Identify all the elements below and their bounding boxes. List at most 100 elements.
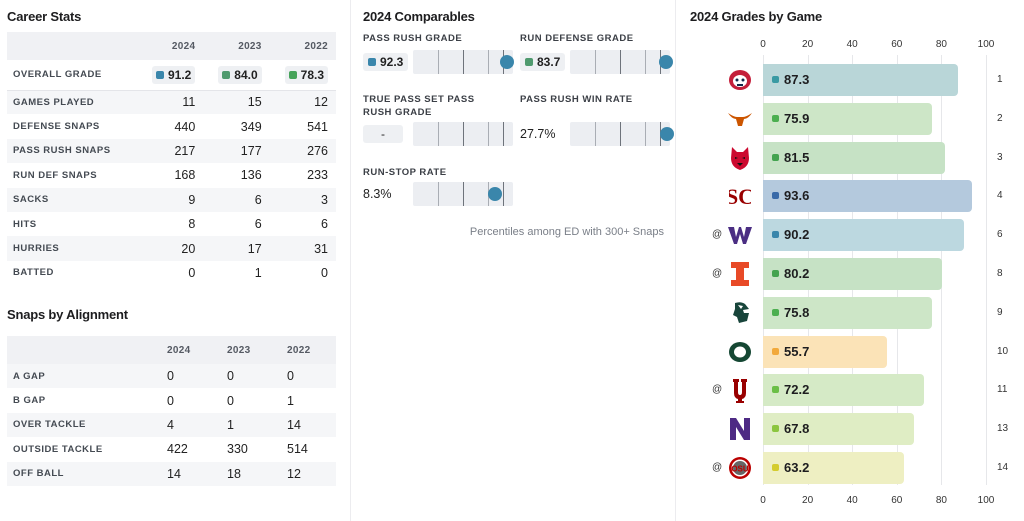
row-label: PASS RUSH SNAPS xyxy=(7,138,137,164)
cell-value: 177 xyxy=(203,138,270,164)
table-row: GAMES PLAYED 11 15 12 xyxy=(7,90,336,115)
grade-color-swatch xyxy=(772,192,779,200)
game-row: 81.5 3 xyxy=(677,140,1024,176)
metric-value: 27.7% xyxy=(520,122,555,146)
table-row: OFF BALL 14 18 12 xyxy=(7,461,336,486)
grade-value: 80.2 xyxy=(784,266,810,281)
percentile-tick xyxy=(488,50,489,74)
cell-value: 14 xyxy=(167,461,227,486)
grade-bar: 93.6 xyxy=(763,180,972,213)
grade-color-swatch xyxy=(772,347,779,355)
grade-bar: 80.2 xyxy=(763,258,942,290)
row-label: B GAP xyxy=(13,395,46,407)
grade-bar: 87.3 xyxy=(763,64,958,96)
rate-value: 27.7% xyxy=(520,127,556,141)
percentile-marker xyxy=(660,127,674,141)
grade-value: 75.9 xyxy=(784,110,810,126)
grade-color-swatch xyxy=(772,386,779,394)
percentile-tick xyxy=(620,122,621,146)
grade-color-swatch xyxy=(772,114,779,122)
percentile-track xyxy=(570,122,674,146)
metric-value: - xyxy=(363,122,403,146)
grade-color-swatch xyxy=(772,76,779,83)
game-row: 75.8 9 xyxy=(677,295,1024,331)
year-header: 2022 xyxy=(287,336,336,364)
comparable-metric: PASS RUSH WIN RATE xyxy=(520,93,670,106)
metric-row: 83.7 xyxy=(520,50,673,74)
grade-value: 90.2 xyxy=(784,227,810,243)
cell-value: 349 xyxy=(240,119,262,134)
grade-color-swatch xyxy=(772,231,779,239)
grade-color-swatch xyxy=(288,70,297,79)
grade-bar-value: 75.8 xyxy=(772,305,809,320)
row-label: A GAP xyxy=(7,364,167,389)
game-row: @72.2 11 xyxy=(677,372,1024,408)
grade-bar: 81.5 xyxy=(763,141,945,174)
percentile-marker xyxy=(500,55,514,69)
year-header: 2022 xyxy=(269,32,336,60)
axis-tick-label: 100 xyxy=(977,495,995,506)
game-row: SC 93.6 4 xyxy=(677,178,1024,214)
percentile-track xyxy=(413,122,513,146)
away-indicator: @ xyxy=(712,384,723,396)
percentile-tick xyxy=(463,50,464,74)
cell-value: 136 xyxy=(240,168,262,183)
alignment-title: Snaps by Alignment xyxy=(7,307,128,322)
cell-value: 20 xyxy=(137,236,204,261)
cell-value: 514 xyxy=(287,442,308,457)
percentile-track xyxy=(570,50,673,74)
week-number: 3 xyxy=(997,151,1003,163)
cell-value: 1 xyxy=(287,393,294,408)
cell-value: 0 xyxy=(227,364,287,389)
metric-value: 92.3 xyxy=(363,50,409,74)
week-number: 6 xyxy=(997,229,1003,241)
northwestern-n-icon xyxy=(727,416,753,442)
percentile-tick xyxy=(620,50,621,74)
cell-value: 541 xyxy=(307,119,328,134)
percentile-tick xyxy=(438,122,439,146)
cell-value: 233 xyxy=(307,168,328,183)
gridline xyxy=(986,55,987,485)
metric-row: 92.3 xyxy=(363,50,514,74)
row-label: HITS xyxy=(13,218,37,230)
cell-value: 0 xyxy=(227,393,234,408)
cell-value: 440 xyxy=(174,119,196,134)
metric-row: 8.3% xyxy=(363,182,513,206)
week-number: 11 xyxy=(997,384,1008,396)
metric-label: RUN DEFENSE GRADE xyxy=(520,33,634,44)
comparable-metric: RUN DEFENSE GRADE xyxy=(520,32,670,45)
cell-value: 3 xyxy=(269,187,336,212)
grade-bar: 55.7 xyxy=(763,335,888,368)
grade-color-swatch xyxy=(525,58,533,66)
grade-bar-value: 55.7 xyxy=(772,344,809,359)
grade-bar-value: 80.2 xyxy=(772,266,809,281)
table-row: B GAP 0 0 1 xyxy=(7,388,336,412)
grade-bar-value: 87.3 xyxy=(772,72,809,87)
percentile-marker xyxy=(659,55,673,69)
washington-w-icon xyxy=(727,222,753,248)
comparables-panel: 2024 Comparables PASS RUSH GRADE 92.3 RUN … xyxy=(350,0,676,521)
table-row: RUN DEF SNAPS 168 136 233 xyxy=(7,163,336,187)
axis-tick-label: 60 xyxy=(891,495,903,506)
cell-value: 276 xyxy=(269,138,336,164)
table-row: OVER TACKLE 4 1 14 xyxy=(7,412,336,438)
alignment-header-row: 2024 2023 2022 xyxy=(7,336,336,364)
cell-value: 1 xyxy=(254,265,262,280)
overall-grade-row: OVERALL GRADE 91.2 84.0 78.3 xyxy=(7,60,336,91)
grade-bar-value: 81.5 xyxy=(772,150,809,165)
alignment-table: 2024 2023 2022 A GAP 0 0 0 B GAP 0 0 1 OVER TACK… xyxy=(7,336,336,486)
illinois-i-icon xyxy=(727,261,753,287)
table-row: HITS 8 6 6 xyxy=(7,212,336,236)
ohio-state-icon: OSU xyxy=(727,455,753,481)
axis-tick-label: 0 xyxy=(760,39,766,50)
grade-bar: 90.2 xyxy=(763,219,965,252)
axis-tick-label: 80 xyxy=(935,495,947,506)
grade-badge: 84.0 xyxy=(218,65,262,84)
grade-badge: 91.2 xyxy=(151,65,196,84)
metric-value: 8.3% xyxy=(363,182,392,206)
grade-value: 87.3 xyxy=(784,72,810,87)
row-label: RUN DEF SNAPS xyxy=(13,169,98,181)
percentile-tick xyxy=(595,50,596,74)
gridline xyxy=(941,55,943,485)
svg-text:OSU: OSU xyxy=(731,465,749,474)
